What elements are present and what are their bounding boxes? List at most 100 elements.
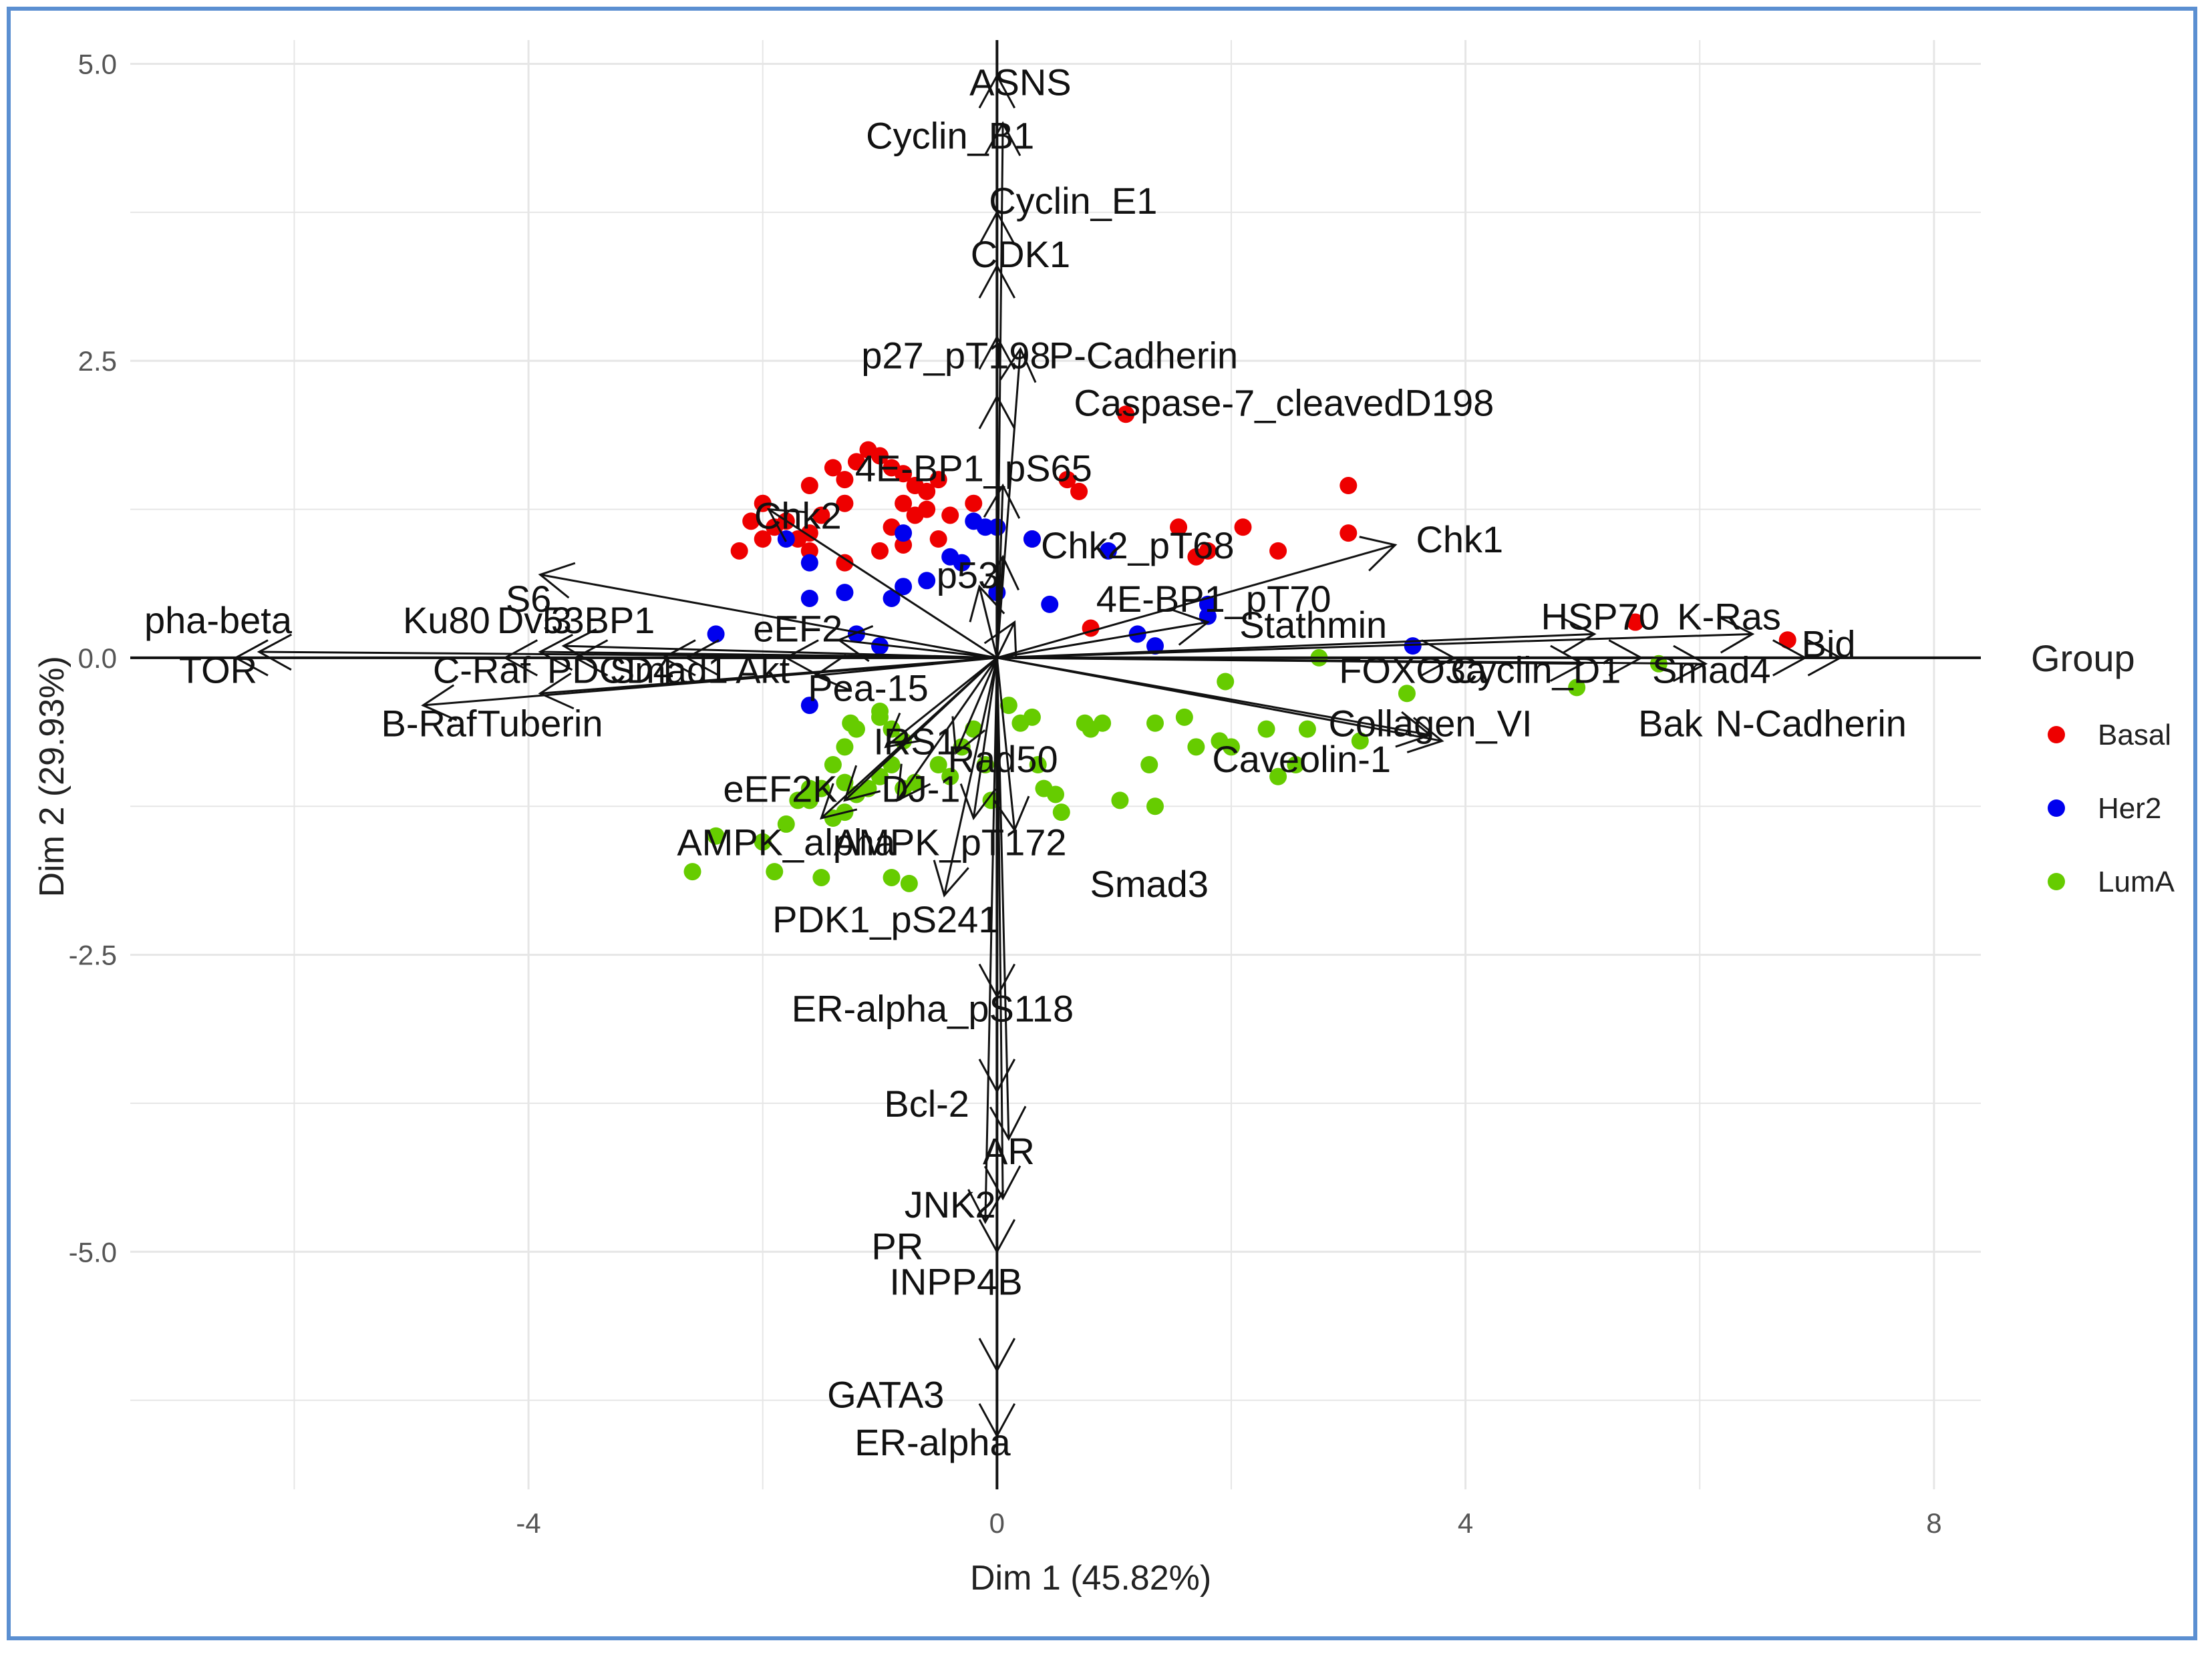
point-basal <box>1070 482 1088 500</box>
legend-swatch-basal <box>2048 726 2065 743</box>
point-luma <box>800 791 818 809</box>
vector-line <box>943 657 998 896</box>
y-axis-label: Dim 2 (29.93%) <box>33 656 71 897</box>
point-luma <box>1257 720 1275 738</box>
figure-frame <box>7 7 2197 1640</box>
vector-label: C-Raf <box>433 649 531 691</box>
legend-label-basal: Basal <box>2098 719 2171 751</box>
vector-arrowhead <box>969 584 1005 622</box>
vector-label: Cyclin_D1 <box>1450 649 1621 691</box>
vector-arrowhead <box>813 654 850 691</box>
point-basal <box>1269 542 1287 560</box>
vector-label: Tuberin <box>478 703 603 745</box>
point-luma <box>1187 738 1205 756</box>
point-basal <box>812 506 830 524</box>
vector-arrowhead <box>983 1165 1021 1201</box>
point-luma <box>683 863 701 881</box>
vector-line <box>768 508 998 659</box>
point-luma <box>766 863 784 881</box>
point-her2 <box>895 578 913 596</box>
point-luma <box>1217 673 1235 691</box>
vector-label: INPP4B <box>889 1261 1022 1303</box>
point-basal <box>941 506 959 524</box>
point-luma <box>1140 756 1158 773</box>
point-basal <box>918 500 936 518</box>
point-luma <box>1052 803 1070 821</box>
point-her2 <box>800 589 818 607</box>
vector-label: N-Cadherin <box>1716 703 1907 745</box>
point-luma <box>1146 714 1164 732</box>
vector-label: Cyclin_E1 <box>989 180 1157 222</box>
point-basal <box>1339 477 1358 495</box>
point-basal <box>836 554 854 572</box>
vector-arrowhead <box>1406 717 1444 753</box>
vector-label: Rad50 <box>948 738 1058 780</box>
point-luma <box>1222 738 1240 756</box>
vector-arrowhead <box>421 684 458 721</box>
vector-arrowhead <box>978 1403 1016 1439</box>
x-tick-label: -4 <box>516 1507 540 1539</box>
legend-label-her2: Her2 <box>2098 792 2161 825</box>
vector-label: Chk1 <box>1416 518 1503 560</box>
vector-label: p27_pT198 <box>861 334 1050 376</box>
point-luma <box>929 756 947 773</box>
legend-title: Group <box>2031 637 2135 679</box>
point-luma <box>1269 767 1287 785</box>
vector-label: P-Cadherin <box>1049 334 1238 376</box>
vector-label: Chk2_pT68 <box>1041 524 1235 566</box>
vector-label: Smad3 <box>1090 863 1209 905</box>
vector-arrowhead <box>843 765 881 802</box>
vector-label: PR <box>871 1225 923 1267</box>
point-her2 <box>800 697 818 715</box>
point-luma <box>1094 714 1112 732</box>
vector-label: ER-alpha_pS118 <box>792 988 1074 1030</box>
points <box>683 405 1796 892</box>
vector-line <box>540 657 997 695</box>
point-luma <box>941 767 959 785</box>
vector-label: B-Raf <box>381 703 477 745</box>
vector-label: GATA3 <box>827 1374 944 1416</box>
point-luma <box>1351 732 1369 750</box>
vector-label: Ku80 <box>403 599 490 641</box>
point-her2 <box>800 554 818 572</box>
point-her2 <box>707 625 725 643</box>
vector-arrowhead <box>896 763 931 802</box>
point-luma <box>906 773 924 791</box>
point-luma <box>777 815 795 833</box>
vector-line <box>997 657 1442 742</box>
vector-arrowhead <box>978 73 1016 109</box>
vector-line <box>995 621 1015 659</box>
vector-label: Smad4 <box>1652 649 1770 691</box>
point-luma <box>1398 685 1416 703</box>
point-basal <box>754 530 772 548</box>
point-basal <box>836 494 854 512</box>
point-basal <box>1058 471 1076 489</box>
vector-arrowhead <box>1807 639 1843 677</box>
point-luma <box>1047 785 1064 803</box>
vector-label: p53 <box>937 554 999 596</box>
vector-label: S6 <box>506 578 552 620</box>
point-basal <box>1199 542 1217 560</box>
point-basal <box>800 542 818 560</box>
point-luma <box>800 779 818 797</box>
vector-label: eEF2 <box>753 607 842 649</box>
y-tick-label: -5.0 <box>69 1236 117 1268</box>
point-basal <box>824 459 842 477</box>
point-her2 <box>836 584 854 602</box>
vector-line <box>997 632 1753 659</box>
point-basal <box>800 524 818 542</box>
point-her2 <box>847 625 865 643</box>
vector-label: 4E-BP1_pS65 <box>855 447 1092 489</box>
vector-label: Caspase-7_cleavedD198 <box>1074 382 1494 424</box>
vector-label: Caveolin-1 <box>1212 738 1391 780</box>
vectors <box>233 73 1843 1439</box>
point-basal <box>1339 524 1358 542</box>
vector-arrowhead <box>1395 711 1433 748</box>
vector-line <box>897 657 998 801</box>
vector-arrowhead <box>538 672 575 710</box>
vector-label: eEF2K <box>723 768 837 810</box>
vector-arrowhead <box>1772 639 1808 677</box>
vector-arrowhead <box>951 716 986 755</box>
vector-line <box>996 544 1396 659</box>
point-basal <box>1626 613 1644 631</box>
